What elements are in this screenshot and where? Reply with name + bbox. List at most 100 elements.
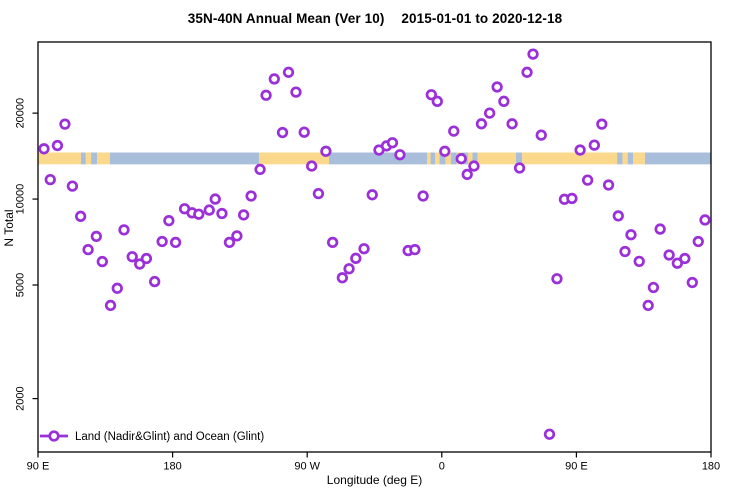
- data-point: [642, 299, 654, 312]
- data-point: [268, 73, 280, 85]
- data-point: [74, 210, 87, 222]
- data-point: [216, 207, 228, 220]
- data-point: [343, 263, 355, 275]
- data-point: [409, 243, 421, 256]
- data-point: [320, 145, 332, 157]
- data-point: [654, 223, 666, 235]
- data-point: [535, 129, 547, 141]
- data-point: [134, 258, 146, 270]
- map-strip-land-segment: [85, 152, 92, 165]
- data-point: [126, 251, 138, 263]
- data-point: [566, 192, 578, 205]
- data-point: [484, 107, 496, 119]
- data-point: [633, 255, 645, 268]
- data-point: [306, 160, 318, 172]
- x-axis-tick-label: 180: [163, 461, 181, 473]
- data-point: [491, 81, 503, 93]
- data-point: [455, 153, 467, 165]
- y-axis-tick-label: 10000: [15, 184, 27, 215]
- data-point: [245, 190, 257, 202]
- data-point: [66, 180, 79, 192]
- data-point: [448, 125, 460, 137]
- data-point: [90, 230, 102, 243]
- data-point: [193, 208, 205, 220]
- data-point: [282, 66, 295, 78]
- map-strip-land-segment: [622, 152, 628, 165]
- data-point: [149, 275, 161, 288]
- data-point: [612, 210, 624, 222]
- map-strip-ocean-segment: [80, 152, 86, 165]
- data-point: [209, 193, 221, 205]
- data-point: [298, 126, 310, 138]
- data-point: [581, 174, 594, 186]
- data-point: [692, 235, 704, 248]
- data-point: [237, 209, 250, 221]
- data-point: [663, 249, 675, 261]
- data-point: [386, 137, 399, 149]
- map-strip-land-segment: [522, 152, 618, 165]
- x-axis-tick-label: 0: [439, 461, 445, 473]
- data-point: [326, 236, 339, 249]
- data-point: [543, 428, 556, 440]
- data-point: [521, 66, 533, 78]
- data-point: [254, 163, 266, 176]
- map-strip-land-segment: [477, 152, 516, 165]
- map-strip-land-segment: [426, 152, 431, 165]
- map-strip-ocean-segment: [644, 152, 711, 165]
- map-strip-ocean-segment: [450, 152, 457, 165]
- x-axis-tick-label: 90 E: [27, 461, 50, 473]
- map-strip-ocean-segment: [472, 152, 478, 165]
- data-point: [59, 118, 71, 130]
- data-point: [394, 149, 406, 161]
- map-strip-ocean-segment: [329, 152, 427, 165]
- y-axis-tick-label: 20000: [15, 98, 27, 129]
- data-point: [417, 190, 429, 202]
- data-point: [498, 95, 510, 107]
- data-point: [350, 252, 362, 264]
- data-point: [118, 224, 130, 236]
- data-point: [506, 118, 518, 130]
- data-point: [203, 204, 215, 216]
- data-point: [527, 48, 539, 60]
- chart-title: 35N-40N Annual Mean (Ver 10) 2015-01-01 …: [0, 11, 750, 26]
- map-strip-ocean-segment: [91, 152, 98, 165]
- legend-label: Land (Nadir&Glint) and Ocean (Glint): [75, 431, 264, 443]
- map-strip-land-segment: [445, 152, 451, 165]
- data-point: [104, 299, 117, 312]
- data-point: [312, 187, 325, 200]
- data-point: [366, 189, 378, 201]
- map-strip-land-segment: [38, 152, 81, 165]
- y-axis-title: N Total: [2, 209, 16, 246]
- chart-title-main: 35N-40N Annual Mean (Ver 10): [187, 11, 385, 26]
- data-point: [431, 95, 443, 107]
- data-point: [260, 89, 272, 101]
- data-point: [671, 257, 683, 269]
- data-point: [336, 272, 348, 284]
- data-point: [111, 282, 123, 294]
- data-point: [140, 252, 153, 265]
- data-point: [358, 243, 370, 255]
- data-point: [231, 230, 243, 242]
- map-strip-land-segment: [467, 152, 473, 165]
- data-point: [96, 255, 108, 268]
- data-point: [679, 252, 691, 265]
- data-point: [163, 215, 175, 227]
- data-point: [513, 162, 526, 174]
- map-strip-ocean-segment: [109, 152, 260, 165]
- data-point: [44, 173, 56, 186]
- map-strip-land-segment: [435, 152, 440, 165]
- data-point: [647, 281, 660, 294]
- data-point: [38, 143, 50, 155]
- map-strip-ocean-segment: [627, 152, 634, 165]
- legend-marker-icon: [48, 430, 60, 442]
- data-point: [425, 89, 437, 101]
- map-strip-land-segment: [97, 152, 110, 165]
- x-axis-tick-label: 90 W: [294, 461, 320, 473]
- x-axis-tick-label: 90 E: [565, 461, 588, 473]
- map-strip-land-segment: [633, 152, 645, 165]
- data-point: [574, 144, 586, 156]
- map-strip-land-segment: [259, 152, 330, 165]
- x-axis-title: Longitude (deg E): [327, 473, 422, 487]
